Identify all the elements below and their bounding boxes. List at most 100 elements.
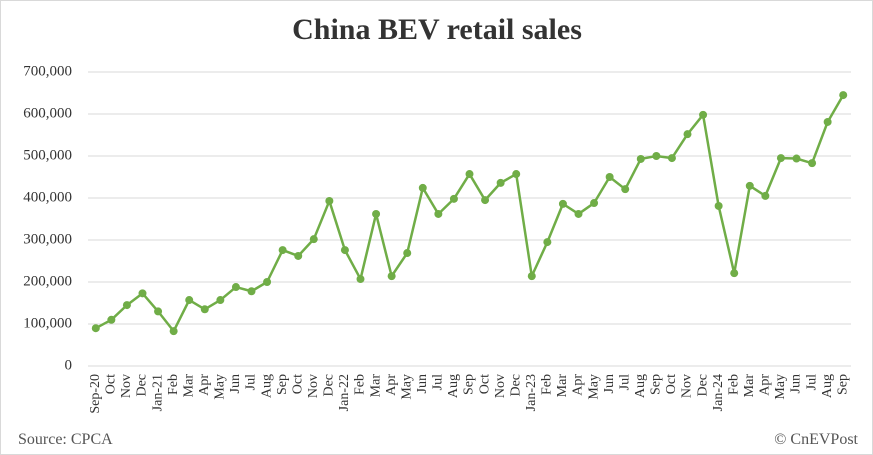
point (823, 117, 832, 126)
x-tick-label: Oct (477, 374, 492, 394)
point (418, 183, 427, 192)
x-tick-label: Jan-24 (711, 374, 726, 411)
point (776, 154, 785, 163)
point (808, 159, 817, 168)
x-tick-label: Feb (353, 374, 368, 395)
x-tick-label: Sep-20 (88, 374, 103, 414)
point (449, 194, 458, 203)
point (621, 185, 630, 194)
x-tick-label: Sep (649, 374, 664, 395)
point (512, 170, 521, 179)
x-tick-label: Aug (633, 374, 648, 398)
x-tick-label: Nov (306, 374, 321, 398)
point (761, 191, 770, 200)
point (309, 235, 318, 244)
x-tick-label: Jun (789, 374, 804, 393)
x-tick-label: May (773, 374, 788, 400)
x-tick-label: Dec (508, 374, 523, 397)
point (263, 278, 272, 286)
point (465, 170, 474, 179)
point (745, 181, 754, 190)
point (200, 305, 209, 314)
source: Source: CPCA (18, 431, 113, 448)
x-tick-label: Jul (617, 374, 632, 390)
point (590, 199, 599, 208)
x-tick-label: Sep (275, 374, 290, 395)
point (387, 272, 396, 281)
x-tick-label: Jun (415, 374, 430, 393)
point (574, 209, 583, 218)
point (636, 154, 645, 163)
point (839, 91, 848, 100)
x-tick-label: Dec (322, 374, 337, 397)
point (278, 246, 287, 255)
point (247, 287, 256, 296)
x-tick-label: Jul (804, 374, 819, 390)
point (340, 246, 349, 255)
x-tick-label: Nov (680, 374, 695, 398)
point (434, 209, 443, 218)
point (652, 152, 661, 160)
point (91, 324, 100, 333)
y-tick-label: 700,000 (23, 63, 72, 79)
credit: © CnEVPost (774, 431, 858, 448)
point (294, 251, 303, 260)
point (605, 173, 614, 181)
point (730, 269, 739, 278)
x-tick-label: Apr (197, 374, 212, 396)
point (496, 178, 505, 187)
point (481, 196, 490, 205)
point (683, 130, 692, 139)
x-tick-label: Oct (664, 374, 679, 394)
point (667, 154, 676, 163)
x-tick-label: May (213, 374, 228, 400)
point (231, 283, 240, 292)
y-tick-label: 200,000 (23, 273, 72, 289)
x-tick-label: Jan-23 (524, 374, 539, 411)
x-tick-label: Jul (431, 374, 446, 390)
x-tick-label: Apr (571, 374, 586, 396)
x-tick-label: Jan-21 (150, 374, 165, 411)
x-tick-label: Oct (290, 374, 305, 394)
point (372, 209, 381, 218)
point (792, 154, 801, 163)
y-tick-label: 300,000 (23, 231, 72, 247)
x-tick-label: May (586, 374, 601, 400)
x-tick-label: Apr (384, 374, 399, 396)
x-tick-label: Nov (119, 374, 134, 398)
x-tick-label: Jan-22 (337, 374, 352, 411)
point (714, 201, 723, 210)
x-tick-label: Mar (368, 374, 383, 398)
point (122, 301, 131, 310)
x-tick-label: Jun (228, 374, 243, 393)
chart-title: China BEV retail sales (292, 13, 582, 46)
x-tick-label: Feb (540, 374, 555, 395)
y-tick-label: 100,000 (23, 315, 72, 331)
x-tick-label: Apr (758, 374, 773, 396)
point (107, 315, 116, 324)
point (216, 296, 225, 305)
y-tick-label: 500,000 (23, 147, 72, 163)
point (543, 238, 552, 247)
point (185, 296, 194, 305)
point (699, 110, 708, 119)
x-tick-label: Jul (244, 374, 259, 390)
point (169, 327, 178, 336)
y-tick-label: 400,000 (23, 189, 72, 205)
y-tick-label: 600,000 (23, 105, 72, 121)
y-tick-label: 0 (65, 357, 73, 373)
x-tick-label: Sep (835, 374, 850, 395)
x-tick-label: Dec (695, 374, 710, 397)
point (527, 272, 536, 281)
point (325, 196, 334, 205)
x-tick-label: Aug (820, 374, 835, 398)
x-tick-label: Aug (446, 374, 461, 398)
point (403, 249, 412, 258)
x-tick-label: Mar (555, 374, 570, 398)
point (138, 289, 147, 298)
x-tick-label: Jun (602, 374, 617, 393)
point (356, 275, 365, 284)
x-tick-label: Aug (259, 374, 274, 398)
